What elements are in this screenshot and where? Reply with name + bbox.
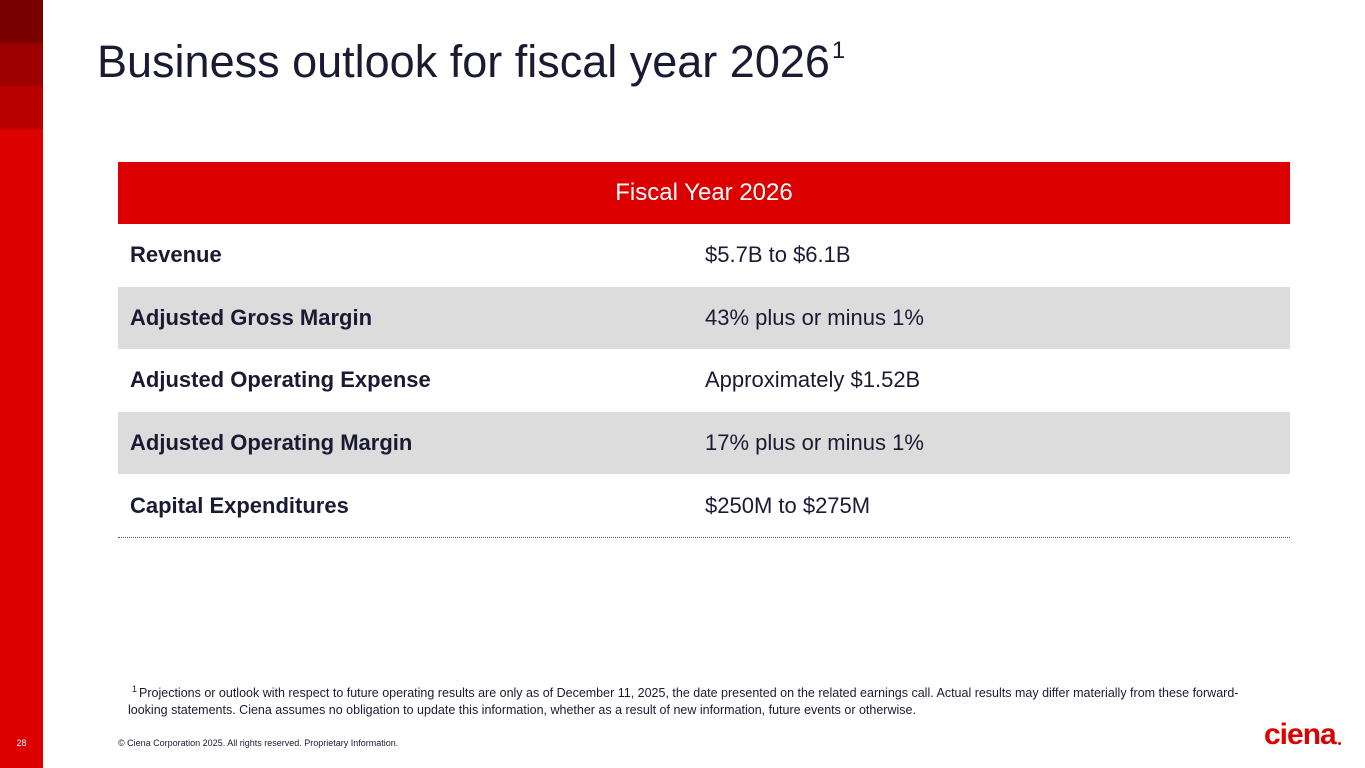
footnote: 1 Projections or outlook with respect to … [128, 681, 1278, 719]
row-label: Revenue [130, 242, 222, 268]
row-value: 43% plus or minus 1% [705, 304, 924, 330]
footnote-text: Projections or outlook with respect to f… [128, 686, 1239, 718]
table-row-operating-margin: Adjusted Operating Margin 17% plus or mi… [118, 411, 1290, 475]
row-label: Capital Expenditures [130, 492, 349, 518]
title-footnote-marker: 1 [831, 37, 846, 64]
logo-dot-icon [1337, 742, 1341, 745]
row-label: Adjusted Gross Margin [130, 304, 373, 330]
row-value: $5.7B to $6.1B [705, 242, 851, 268]
row-label: Adjusted Operating Margin [130, 430, 413, 456]
row-value: Approximately $1.52B [705, 367, 921, 393]
table-row-operating-expense: Adjusted Operating Expense Approximately… [118, 349, 1290, 412]
footnote-marker: 1 [132, 684, 138, 694]
page-title-text: Business outlook for fiscal year 2026 [97, 36, 830, 87]
row-label: Adjusted Operating Expense [130, 367, 431, 393]
row-value: $250M to $275M [705, 492, 871, 518]
outlook-table: Fiscal Year 2026 Revenue $5.7B to $6.1B … [118, 162, 1290, 538]
table-bottom-rule [118, 536, 1290, 538]
ciena-logo: ciena [1264, 718, 1341, 752]
accent-block-medium [0, 43, 43, 86]
logo-wordmark: ciena [1264, 718, 1337, 751]
side-accent-bar: 28 [0, 0, 43, 768]
row-value: 17% plus or minus 1% [705, 430, 924, 456]
copyright-notice: © Ciena Corporation 2025. All rights res… [118, 738, 399, 748]
table-row-revenue: Revenue $5.7B to $6.1B [118, 224, 1290, 287]
accent-block-light [0, 86, 43, 129]
table-row-gross-margin: Adjusted Gross Margin 43% plus or minus … [118, 286, 1290, 350]
accent-block-dark [0, 0, 43, 43]
table-header: Fiscal Year 2026 [118, 162, 1290, 224]
page-title: Business outlook for fiscal year 20261 [97, 36, 845, 88]
table-row-capex: Capital Expenditures $250M to $275M [118, 474, 1290, 537]
page-number: 28 [16, 738, 27, 748]
